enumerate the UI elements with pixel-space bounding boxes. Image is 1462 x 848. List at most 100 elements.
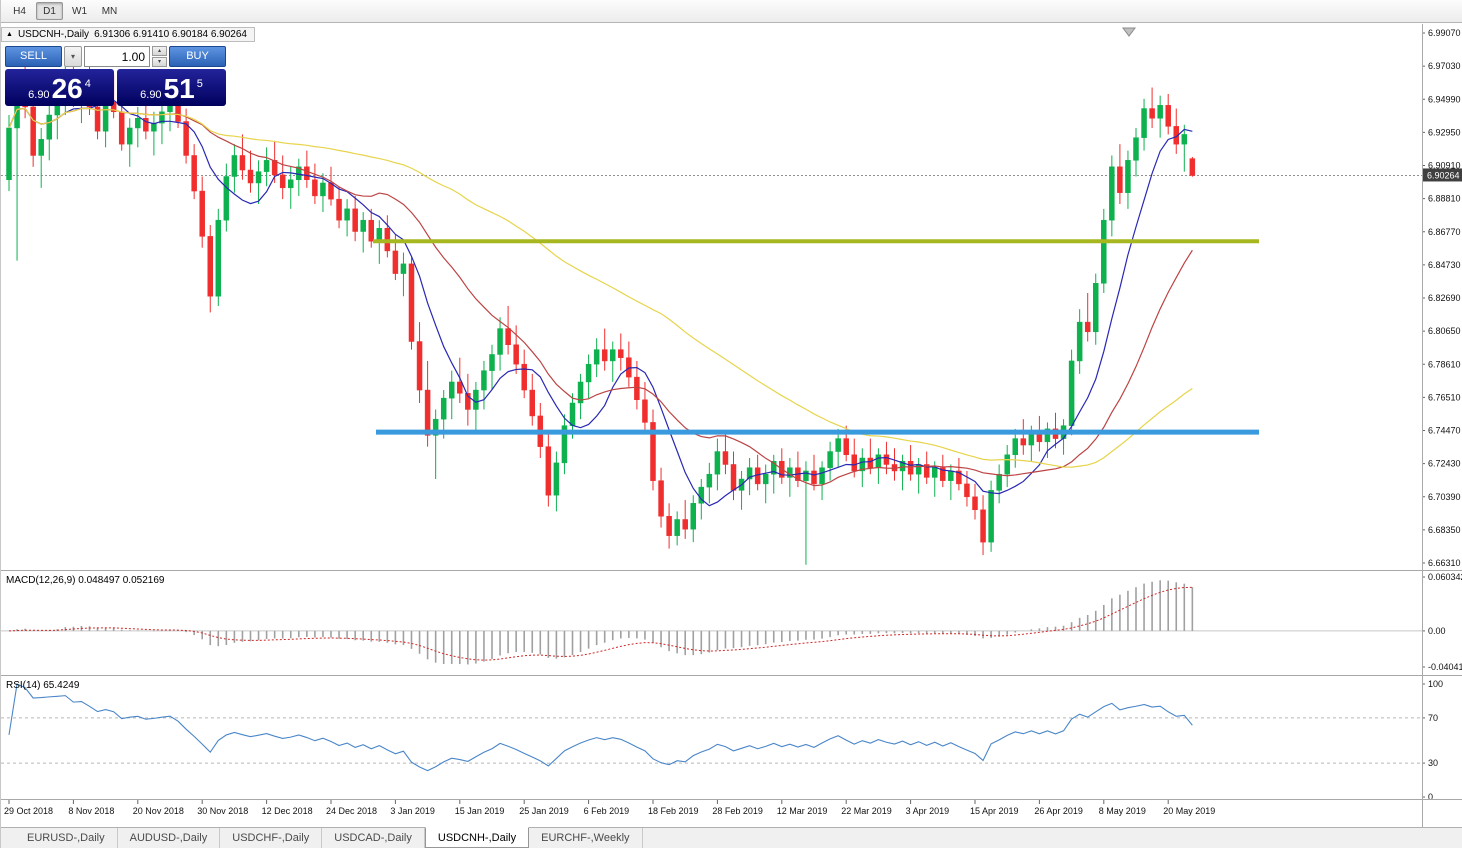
candle-body xyxy=(674,519,680,536)
date-axis-label: 18 Feb 2019 xyxy=(648,806,699,816)
candle-body xyxy=(223,176,230,221)
date-axis-label: 29 Oct 2018 xyxy=(4,806,53,816)
candle-body xyxy=(432,418,439,436)
candle-body xyxy=(730,464,737,491)
rsi-axis-label: 70 xyxy=(1428,713,1438,723)
candle-body xyxy=(529,389,535,417)
candle-body xyxy=(102,101,109,132)
candle-body xyxy=(30,106,36,156)
candle-body xyxy=(135,118,141,129)
date-axis-label: 3 Apr 2019 xyxy=(906,806,950,816)
chart-ohlc-values: 6.91306 6.91410 6.90184 6.90264 xyxy=(94,29,247,40)
candle-body xyxy=(1141,108,1147,138)
price-axis-label: 6.72430 xyxy=(1428,459,1461,469)
candle-body xyxy=(569,402,576,426)
candle-body xyxy=(1133,137,1139,161)
candle-body xyxy=(561,425,568,464)
sell-price-display[interactable]: 6.90 26 4 xyxy=(5,69,114,106)
candle-body xyxy=(239,155,246,171)
current-price-badge-text: 6.90264 xyxy=(1427,170,1460,180)
candle-body xyxy=(827,451,833,468)
lot-decrease-button[interactable]: ▾ xyxy=(152,57,167,67)
tab-audusd-daily[interactable]: AUDUSD-,Daily xyxy=(118,828,221,848)
candle-body xyxy=(1109,166,1115,221)
candle-body xyxy=(94,106,101,132)
date-axis-label: 12 Dec 2018 xyxy=(262,806,313,816)
candle-body xyxy=(634,376,640,401)
candle-body xyxy=(915,464,922,475)
candle-body xyxy=(1004,454,1010,475)
candle-body xyxy=(279,174,286,189)
date-axis-label: 26 Apr 2019 xyxy=(1034,806,1083,816)
symbol-marker-icon: ▲ xyxy=(6,31,13,38)
timeframe-h4-button[interactable]: H4 xyxy=(6,2,33,20)
ma-line-21 xyxy=(8,107,1193,487)
macd-axis-label: 0.00 xyxy=(1428,626,1446,636)
buy-button[interactable]: BUY xyxy=(169,46,226,67)
buy-price-pipette: 5 xyxy=(196,78,203,90)
candle-body xyxy=(585,363,592,383)
candle-body xyxy=(1076,321,1083,362)
candle-body xyxy=(722,451,729,465)
tab-usdchf-daily[interactable]: USDCHF-,Daily xyxy=(220,828,323,848)
sell-button[interactable]: SELL xyxy=(5,46,62,67)
candle-body xyxy=(610,349,616,362)
macd-indicator-label: MACD(12,26,9) 0.048497 0.052169 xyxy=(6,575,164,586)
lot-preset-dropdown[interactable]: ▾ xyxy=(64,46,82,67)
candle-body xyxy=(1165,105,1171,127)
price-axis-label: 6.94990 xyxy=(1428,94,1461,104)
lot-increase-button[interactable]: ▴ xyxy=(152,46,167,56)
candle-body xyxy=(666,515,672,536)
rsi-line xyxy=(8,683,1193,772)
buy-price-display[interactable]: 6.90 51 5 xyxy=(117,69,226,106)
rsi-axis-label: 100 xyxy=(1428,679,1443,689)
candle-body xyxy=(706,473,713,488)
candle-body xyxy=(964,483,970,498)
sell-price-prefix: 6.90 xyxy=(28,89,50,101)
price-axis-label: 6.99070 xyxy=(1428,28,1461,38)
candle-body xyxy=(473,389,479,410)
candle-body xyxy=(392,250,399,274)
candle-body xyxy=(1117,166,1123,193)
candle-body xyxy=(618,349,624,358)
candle-body xyxy=(159,111,165,124)
timeframe-w1-button[interactable]: W1 xyxy=(66,2,93,20)
macd-signal-line xyxy=(8,586,1193,661)
timeframe-mn-button[interactable]: MN xyxy=(96,2,123,20)
date-axis-label: 24 Dec 2018 xyxy=(326,806,377,816)
candle-body xyxy=(465,393,471,410)
tab-eurchf-weekly[interactable]: EURCHF-,Weekly xyxy=(529,828,643,848)
price-axis-label: 6.82690 xyxy=(1428,293,1461,303)
date-axis-label: 20 Nov 2018 xyxy=(133,806,184,816)
chevron-down-icon: ▾ xyxy=(157,59,161,65)
candle-body xyxy=(513,344,519,365)
candle-body xyxy=(875,454,882,468)
ma-line-8 xyxy=(8,99,1193,507)
price-axis-label: 6.90910 xyxy=(1428,161,1461,171)
candle-body xyxy=(449,381,455,399)
candle-body xyxy=(127,127,133,145)
date-axis-label: 8 Nov 2018 xyxy=(68,806,114,816)
tab-eurusd-daily[interactable]: EURUSD-,Daily xyxy=(15,828,118,848)
candle-body xyxy=(271,160,278,176)
buy-price-prefix: 6.90 xyxy=(140,89,162,101)
candle-body xyxy=(658,480,664,517)
candle-body xyxy=(118,111,125,145)
timeframe-d1-button[interactable]: D1 xyxy=(36,2,63,20)
tab-usdcad-daily[interactable]: USDCAD-,Daily xyxy=(322,828,425,848)
sell-price-big: 26 xyxy=(51,73,83,104)
candle-body xyxy=(505,328,511,346)
tab-usdcnh-daily[interactable]: USDCNH-,Daily xyxy=(424,827,530,848)
rsi-axis-label: 0 xyxy=(1428,792,1433,802)
candle-body xyxy=(457,381,463,394)
candle-body xyxy=(577,381,584,404)
rsi-value: 65.4249 xyxy=(43,680,80,691)
candle-body xyxy=(215,219,222,297)
candle-body xyxy=(328,182,334,200)
candle-body xyxy=(932,467,938,478)
date-axis-label: 25 Jan 2019 xyxy=(519,806,569,816)
lot-size-input[interactable] xyxy=(84,46,150,67)
candle-body xyxy=(352,208,358,232)
candle-body xyxy=(690,503,696,530)
